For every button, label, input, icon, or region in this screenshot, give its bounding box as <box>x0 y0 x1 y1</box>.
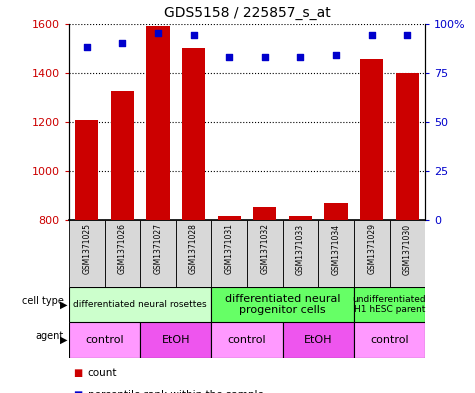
Point <box>261 54 269 60</box>
Text: GSM1371032: GSM1371032 <box>260 223 269 274</box>
Point <box>296 54 304 60</box>
Bar <box>146 26 170 220</box>
Title: GDS5158 / 225857_s_at: GDS5158 / 225857_s_at <box>163 6 331 20</box>
Text: ■: ■ <box>74 390 83 393</box>
Bar <box>283 322 354 358</box>
Bar <box>211 220 247 287</box>
Text: ▶: ▶ <box>59 299 67 310</box>
Bar <box>390 220 425 287</box>
Bar <box>396 73 419 220</box>
Bar <box>140 220 176 287</box>
Text: GSM1371030: GSM1371030 <box>403 223 412 275</box>
Text: differentiated neural rosettes: differentiated neural rosettes <box>73 300 207 309</box>
Bar <box>360 59 383 220</box>
Text: GSM1371025: GSM1371025 <box>82 223 91 274</box>
Bar <box>354 287 425 322</box>
Bar <box>111 91 134 220</box>
Bar <box>104 220 140 287</box>
Text: ■: ■ <box>74 368 83 378</box>
Point <box>83 44 90 50</box>
Text: EtOH: EtOH <box>162 335 190 345</box>
Text: control: control <box>85 335 124 345</box>
Bar <box>182 48 205 220</box>
Text: GSM1371033: GSM1371033 <box>296 223 305 275</box>
Bar <box>69 287 211 322</box>
Text: EtOH: EtOH <box>304 335 332 345</box>
Text: GSM1371028: GSM1371028 <box>189 223 198 274</box>
Bar <box>354 322 425 358</box>
Text: control: control <box>370 335 409 345</box>
Point <box>332 52 340 58</box>
Point <box>368 32 375 39</box>
Text: ▶: ▶ <box>59 335 67 345</box>
Point <box>190 32 198 39</box>
Bar <box>247 220 283 287</box>
Text: GSM1371031: GSM1371031 <box>225 223 234 274</box>
Bar <box>211 287 354 322</box>
Text: GSM1371027: GSM1371027 <box>153 223 162 274</box>
Point <box>119 40 126 46</box>
Text: cell type: cell type <box>22 296 64 306</box>
Point <box>154 30 162 37</box>
Text: agent: agent <box>36 331 64 342</box>
Bar <box>253 207 276 220</box>
Text: undifferentiated
H1 hESC parent: undifferentiated H1 hESC parent <box>352 295 427 314</box>
Bar <box>75 120 98 220</box>
Text: count: count <box>88 368 117 378</box>
Text: GSM1371026: GSM1371026 <box>118 223 127 274</box>
Bar <box>289 216 312 220</box>
Bar <box>140 322 211 358</box>
Bar <box>69 322 140 358</box>
Bar <box>283 220 318 287</box>
Bar <box>176 220 211 287</box>
Point <box>403 32 411 39</box>
Bar <box>318 220 354 287</box>
Bar <box>218 217 241 220</box>
Bar <box>324 203 348 220</box>
Bar <box>69 220 104 287</box>
Text: control: control <box>228 335 266 345</box>
Text: GSM1371029: GSM1371029 <box>367 223 376 274</box>
Bar <box>354 220 390 287</box>
Bar <box>211 322 283 358</box>
Point <box>225 54 233 60</box>
Text: GSM1371034: GSM1371034 <box>332 223 341 275</box>
Text: differentiated neural
progenitor cells: differentiated neural progenitor cells <box>225 294 341 315</box>
Text: percentile rank within the sample: percentile rank within the sample <box>88 390 264 393</box>
